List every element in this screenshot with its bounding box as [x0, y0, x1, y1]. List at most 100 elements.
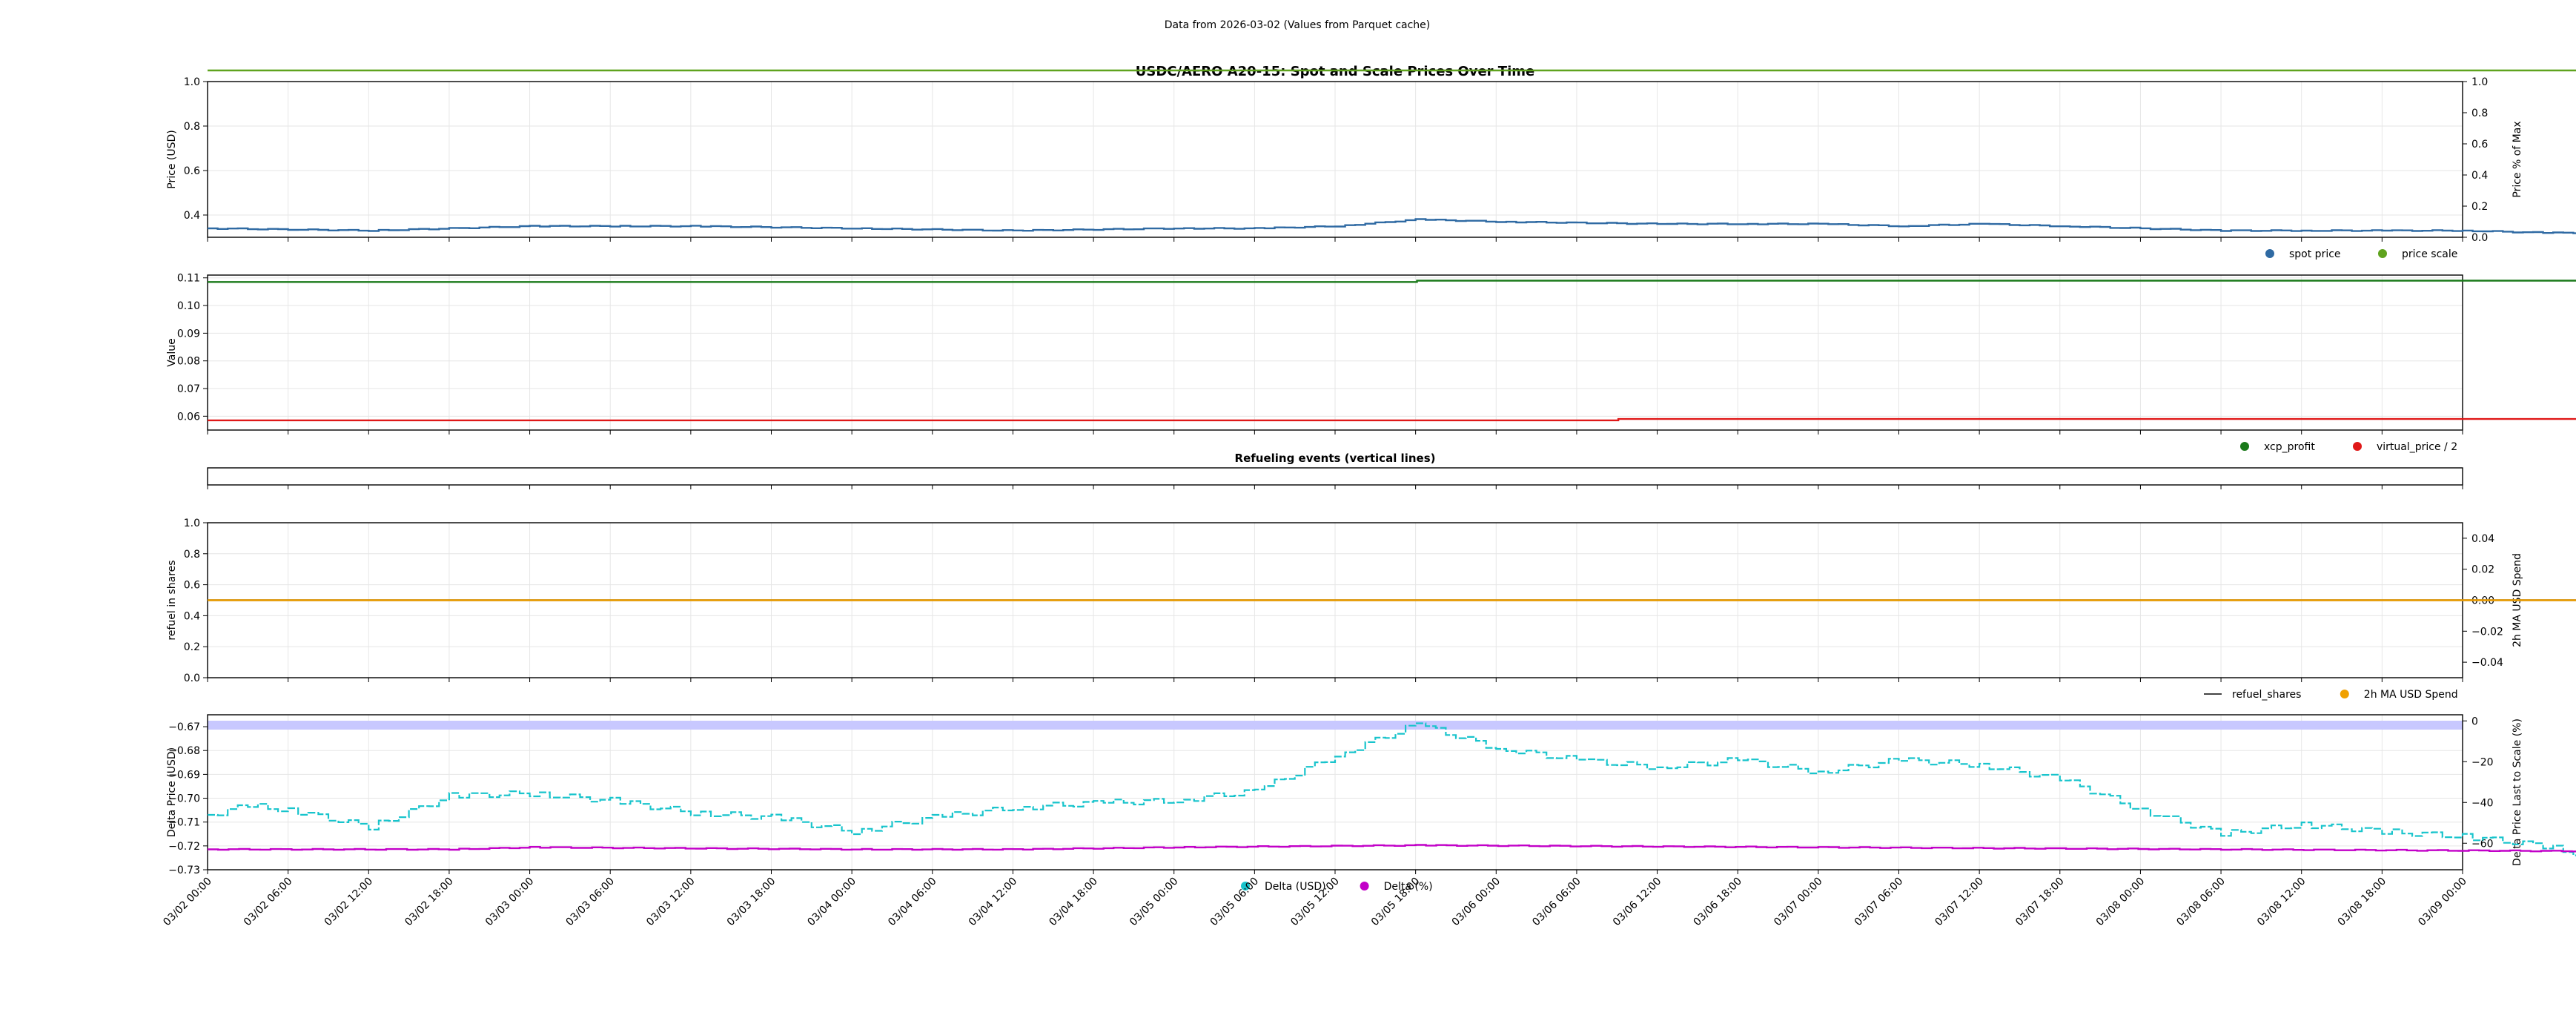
y-tick-label: −0.73	[168, 865, 200, 876]
legend-marker	[2240, 442, 2249, 451]
legend-marker	[2353, 442, 2362, 451]
panel-3: 0.00.20.40.60.81.0−0.04−0.020.000.020.04…	[166, 518, 2576, 701]
legend-label: price scale	[2402, 248, 2457, 260]
y-tick-label: 0.09	[177, 328, 200, 340]
x-tick-label: 03/04 12:00	[967, 876, 1020, 929]
right-y-tick-label: 0.04	[2471, 533, 2494, 545]
x-tick-label: 03/05 06:00	[1208, 876, 1262, 929]
x-tick-label: 03/06 00:00	[1450, 876, 1503, 929]
x-tick-label: 03/03 12:00	[644, 876, 698, 929]
legend-label: virtual_price / 2	[2377, 441, 2457, 453]
y-tick-label: 0.6	[184, 580, 200, 592]
y-tick-label: 0.2	[184, 641, 200, 653]
panel-2: Refueling events (vertical lines)	[207, 452, 2463, 489]
series-line-spot-price	[208, 218, 2576, 234]
y-tick-label: −0.71	[168, 817, 200, 829]
legend-label: Delta (%)	[1384, 881, 1433, 893]
header-text: Data from 2026-03-02 (Values from Parque…	[1165, 19, 1431, 31]
x-tick-label: 03/08 18:00	[2336, 876, 2389, 929]
x-tick-label: 03/07 18:00	[2013, 876, 2067, 929]
legend-label: spot price	[2289, 248, 2341, 260]
x-tick-label: 03/03 18:00	[725, 876, 778, 929]
x-tick-label: 03/07 12:00	[1933, 876, 1986, 929]
panel-4: −0.73−0.72−0.71−0.70−0.69−0.68−0.67−60−4…	[166, 714, 2576, 893]
x-tick-label: 03/03 00:00	[483, 876, 537, 929]
panels: 0.4 0.6 0.8 1.0 0.0 0.2 0.4 0.6 0.8 1.0 Price % of…	[161, 64, 2576, 928]
x-tick-label: 03/07 06:00	[1852, 876, 1906, 929]
right-y-tick-label: −40	[2471, 797, 2494, 809]
x-tick-label: 03/05 00:00	[1128, 876, 1181, 929]
x-tick-label: 03/02 06:00	[242, 876, 295, 929]
x-tick-label: 03/06 18:00	[1692, 876, 1745, 929]
x-tick-label: 03/02 12:00	[322, 876, 376, 929]
y-tick-label: 0.0	[184, 673, 200, 684]
right-y-tick-label: 0.8	[2471, 108, 2488, 119]
y-tick-label: 0.8	[184, 121, 200, 133]
x-tick-label: 03/09 00:00	[2416, 876, 2469, 929]
x-tick-label: 03/06 06:00	[1530, 876, 1583, 929]
legend-marker	[1360, 882, 1369, 891]
y-tick-label: −0.69	[168, 769, 200, 781]
series-line-xcp-profit	[208, 280, 2576, 283]
legend-marker	[2378, 249, 2387, 258]
panel-1: 0.06 0.07 0.08 0.09 0.10 0.11 Value xcp_profit v…	[166, 273, 2576, 453]
y-tick-label: 0.8	[184, 549, 200, 561]
legend-marker	[1241, 882, 1250, 891]
right-y-tick-label: 1.0	[2471, 76, 2488, 88]
y-tick-label: 0.11	[177, 273, 200, 285]
y-axis-label: refuel in shares	[166, 560, 178, 640]
delta-band	[208, 721, 2463, 730]
y-tick-label: 0.06	[177, 411, 200, 423]
right-y-tick-label: −0.04	[2471, 657, 2503, 669]
right-y-tick-label: 0.6	[2471, 139, 2488, 151]
panel-title: USDC/AERO A20-15: Spot and Scale Prices …	[1136, 64, 1534, 79]
series-line-delta-	[208, 844, 2576, 853]
y-tick-label: 0.4	[184, 210, 200, 222]
x-tick-label: 03/07 00:00	[1772, 876, 1825, 929]
right-y-axis-label: Price % of Max	[2512, 121, 2523, 197]
axes-frame	[207, 467, 2463, 486]
y-axis-label: Value	[166, 338, 178, 366]
y-tick-label: 0.4	[184, 610, 200, 622]
x-tick-label: 03/08 06:00	[2174, 876, 2228, 929]
right-y-tick-label: 0.4	[2471, 170, 2488, 182]
y-tick-label: 0.07	[177, 383, 200, 395]
x-tick-label: 03/04 18:00	[1047, 876, 1100, 929]
y-tick-label: 0.10	[177, 300, 200, 312]
x-tick-label: 03/06 12:00	[1611, 876, 1664, 929]
y-tick-label: −0.70	[168, 793, 200, 805]
x-tick-label: 03/08 00:00	[2094, 876, 2148, 929]
right-y-tick-label: 0.02	[2471, 564, 2494, 576]
panel-0: 0.4 0.6 0.8 1.0 0.0 0.2 0.4 0.6 0.8 1.0 Price % of…	[166, 64, 2576, 260]
legend-label: Delta (USD)	[1265, 881, 1326, 893]
y-axis-label: Price (USD)	[166, 130, 178, 188]
x-tick-label: 03/03 06:00	[564, 876, 617, 929]
legend-marker	[2340, 690, 2349, 698]
panel-title: Refueling events (vertical lines)	[1235, 452, 1436, 465]
x-tick-label: 03/08 12:00	[2255, 876, 2308, 929]
y-tick-label: 0.6	[184, 165, 200, 177]
right-y-tick-label: 0	[2471, 716, 2478, 727]
right-y-tick-label: 0.2	[2471, 201, 2488, 213]
y-axis-label: Delta Price (USD)	[166, 747, 178, 837]
x-tick-label: 03/04 06:00	[886, 876, 939, 929]
legend-label: refuel_shares	[2232, 689, 2301, 701]
series-line-delta-usd-	[208, 722, 2576, 856]
y-tick-label: −0.67	[168, 721, 200, 733]
right-y-tick-label: 0.0	[2471, 232, 2488, 244]
legend-label: xcp_profit	[2264, 441, 2315, 453]
right-y-tick-label: −0.02	[2471, 626, 2503, 638]
y-tick-label: −0.72	[168, 841, 200, 853]
x-tick-label: 03/02 18:00	[403, 876, 456, 929]
legend-label: 2h MA USD Spend	[2364, 689, 2458, 701]
x-tick-label: 03/04 00:00	[805, 876, 858, 929]
x-tick-label: 03/02 00:00	[161, 876, 214, 929]
right-y-tick-label: −20	[2471, 756, 2494, 768]
y-tick-label: 0.08	[177, 356, 200, 368]
right-y-axis-label: Delta Price Last to Scale (%)	[2512, 718, 2523, 866]
legend-marker	[2265, 249, 2274, 258]
series-line-virtual-price-2	[208, 417, 2576, 422]
y-tick-label: 1.0	[184, 76, 200, 88]
y-tick-label: −0.68	[168, 745, 200, 757]
